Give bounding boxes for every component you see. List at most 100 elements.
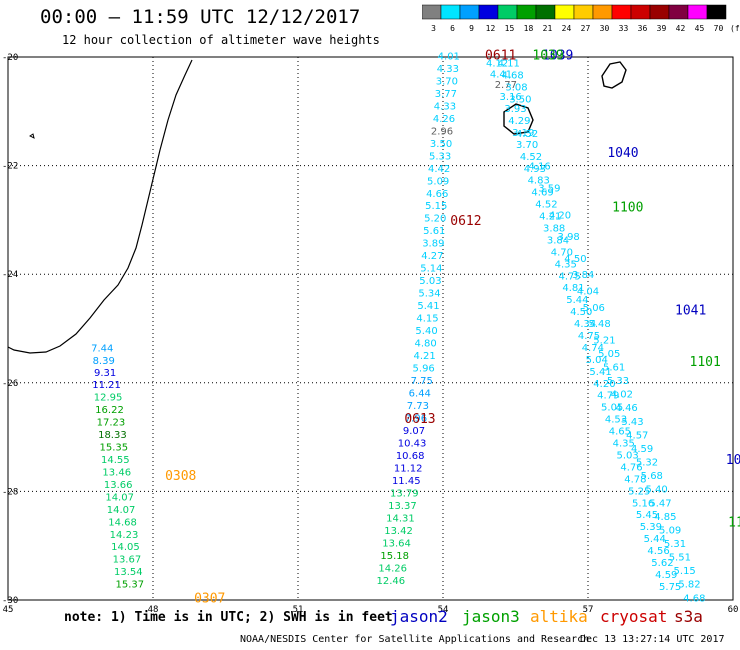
wave-height-value: 4.29	[508, 116, 530, 127]
wave-height-value: 13.66	[104, 480, 133, 491]
wave-height-value: 4.57	[626, 430, 648, 441]
wave-height-value: 18.33	[98, 430, 127, 441]
wave-height-value: 5.15	[674, 566, 696, 577]
wave-height-value: 4.78	[624, 474, 646, 485]
wave-height-value: 5.20	[424, 214, 446, 225]
wave-height-value: 5.47	[649, 498, 671, 509]
pass-number-label: 0613	[404, 412, 435, 427]
wave-height-value: 7.75	[411, 376, 433, 387]
wave-height-value: 5.43	[621, 417, 643, 428]
wave-height-value: 4.52	[520, 152, 542, 163]
pass-number-label: 1040	[607, 146, 638, 161]
legend-tick-label: 12	[486, 24, 496, 33]
wave-height-value: 14.55	[101, 455, 130, 466]
wave-height-value: 4.85	[654, 512, 676, 523]
wave-height-value: 5.40	[415, 326, 437, 337]
wave-height-value: 2.96	[431, 126, 453, 137]
wave-height-value: 12.46	[376, 576, 405, 587]
wave-height-value: 13.54	[114, 567, 143, 578]
wave-height-value: 9.07	[403, 426, 425, 437]
wave-height-value: 5.15	[425, 201, 447, 212]
wave-height-value: 4.35	[555, 259, 577, 270]
wave-height-value: 5.96	[413, 364, 435, 375]
wave-height-value: 14.23	[110, 530, 139, 541]
wave-height-value: 4.20	[593, 379, 615, 390]
wave-height-value: 4.52	[535, 200, 557, 211]
wave-height-value: 3.84	[572, 270, 594, 281]
wave-height-value: 5.61	[423, 226, 445, 237]
wave-height-value: 12.95	[94, 392, 123, 403]
pass-number-label: 0611	[485, 48, 516, 63]
wave-height-value: 5.44	[644, 534, 666, 545]
wave-height-value: 4.20	[549, 210, 571, 221]
wave-height-value: 11.12	[394, 464, 423, 475]
lat-tick-label: -28	[2, 487, 18, 497]
legend-tick-label: 3	[431, 24, 436, 33]
wave-height-value: 4.01	[438, 51, 460, 62]
legend-tick-label: 18	[524, 24, 534, 33]
wave-height-value: 15.18	[380, 551, 409, 562]
wave-height-value: 3.16	[500, 92, 522, 103]
wave-height-value: 4.33	[437, 64, 459, 75]
wave-height-value: 3.59	[538, 183, 560, 194]
lon-tick-label: 48	[148, 605, 159, 615]
wave-height-value: 4.93	[524, 164, 546, 175]
wave-height-value: 4.33	[434, 101, 456, 112]
wave-height-value: 4.74	[582, 343, 604, 354]
wave-height-value: 11.45	[392, 476, 421, 487]
wave-height-value: 5.05	[598, 349, 620, 360]
wave-height-value: 13.67	[113, 555, 142, 566]
wave-height-value: 5.05	[601, 403, 623, 414]
legend-tick-label: 45	[695, 24, 705, 33]
wave-height-value: 4.16	[529, 162, 551, 173]
wave-height-value: 3.50	[430, 139, 452, 150]
wave-height-value: 15.35	[100, 442, 129, 453]
legend-tick-label: 42	[676, 24, 686, 33]
wave-height-value: 4.35	[613, 439, 635, 450]
wave-height-value: 7.44	[91, 344, 113, 355]
wave-height-value: 13.64	[382, 538, 411, 549]
wave-height-value: 4.59	[655, 570, 677, 581]
wave-height-value: 4.46	[616, 403, 638, 414]
satellite-altika-label: altika	[530, 607, 588, 626]
wave-height-value: 5.25	[628, 486, 650, 497]
wave-height-value: 3.70	[436, 76, 458, 87]
wave-height-value: 4.04	[577, 286, 599, 297]
wave-height-value: 3.50	[509, 94, 531, 105]
wave-height-value: 4.41	[490, 69, 512, 80]
wave-height-value: 4.11	[498, 58, 520, 69]
wave-height-value: 5.51	[669, 553, 691, 564]
wave-height-value: 4.21	[414, 351, 436, 362]
wave-height-value: 15.37	[115, 580, 144, 591]
wave-height-value: 4.34	[574, 319, 596, 330]
pass-number-label: 110	[728, 515, 740, 530]
wave-height-value: 5.06	[583, 303, 605, 314]
wave-height-value: 10.43	[398, 439, 427, 450]
pass-number-label: 0612	[450, 214, 481, 229]
wave-height-value: 4.68	[501, 70, 523, 81]
wave-height-value: 5.32	[636, 458, 658, 469]
wave-height-value: 5.44	[566, 295, 588, 306]
legend-tick-label: 36	[638, 24, 648, 33]
lat-tick-label: -24	[2, 270, 18, 280]
small-island-outline	[29, 133, 35, 139]
wave-height-value: 4.70	[551, 247, 573, 258]
lat-tick-label: -20	[2, 53, 18, 63]
wave-height-value: 3.70	[516, 140, 538, 151]
legend-unit: (ft)	[730, 24, 740, 33]
legend-tick-label: 24	[562, 24, 572, 33]
wave-height-value: 6.44	[409, 389, 431, 400]
wave-height-value: 5.62	[651, 558, 673, 569]
wave-height-value: 4.65	[609, 427, 631, 438]
wave-height-value: 9.31	[94, 368, 116, 379]
legend-tick-label: 21	[543, 24, 553, 33]
legend-swatch	[706, 4, 727, 20]
lon-tick-label: 60	[728, 605, 739, 615]
wave-height-value: 5.33	[429, 151, 451, 162]
lat-tick-label: -30	[2, 596, 18, 606]
wave-height-value: 5.16	[632, 498, 654, 509]
wave-height-value: 13.79	[390, 488, 419, 499]
wave-height-value: 7.73	[407, 401, 429, 412]
wave-height-value: 5.34	[418, 289, 440, 300]
wave-height-value: 5.41	[417, 301, 439, 312]
